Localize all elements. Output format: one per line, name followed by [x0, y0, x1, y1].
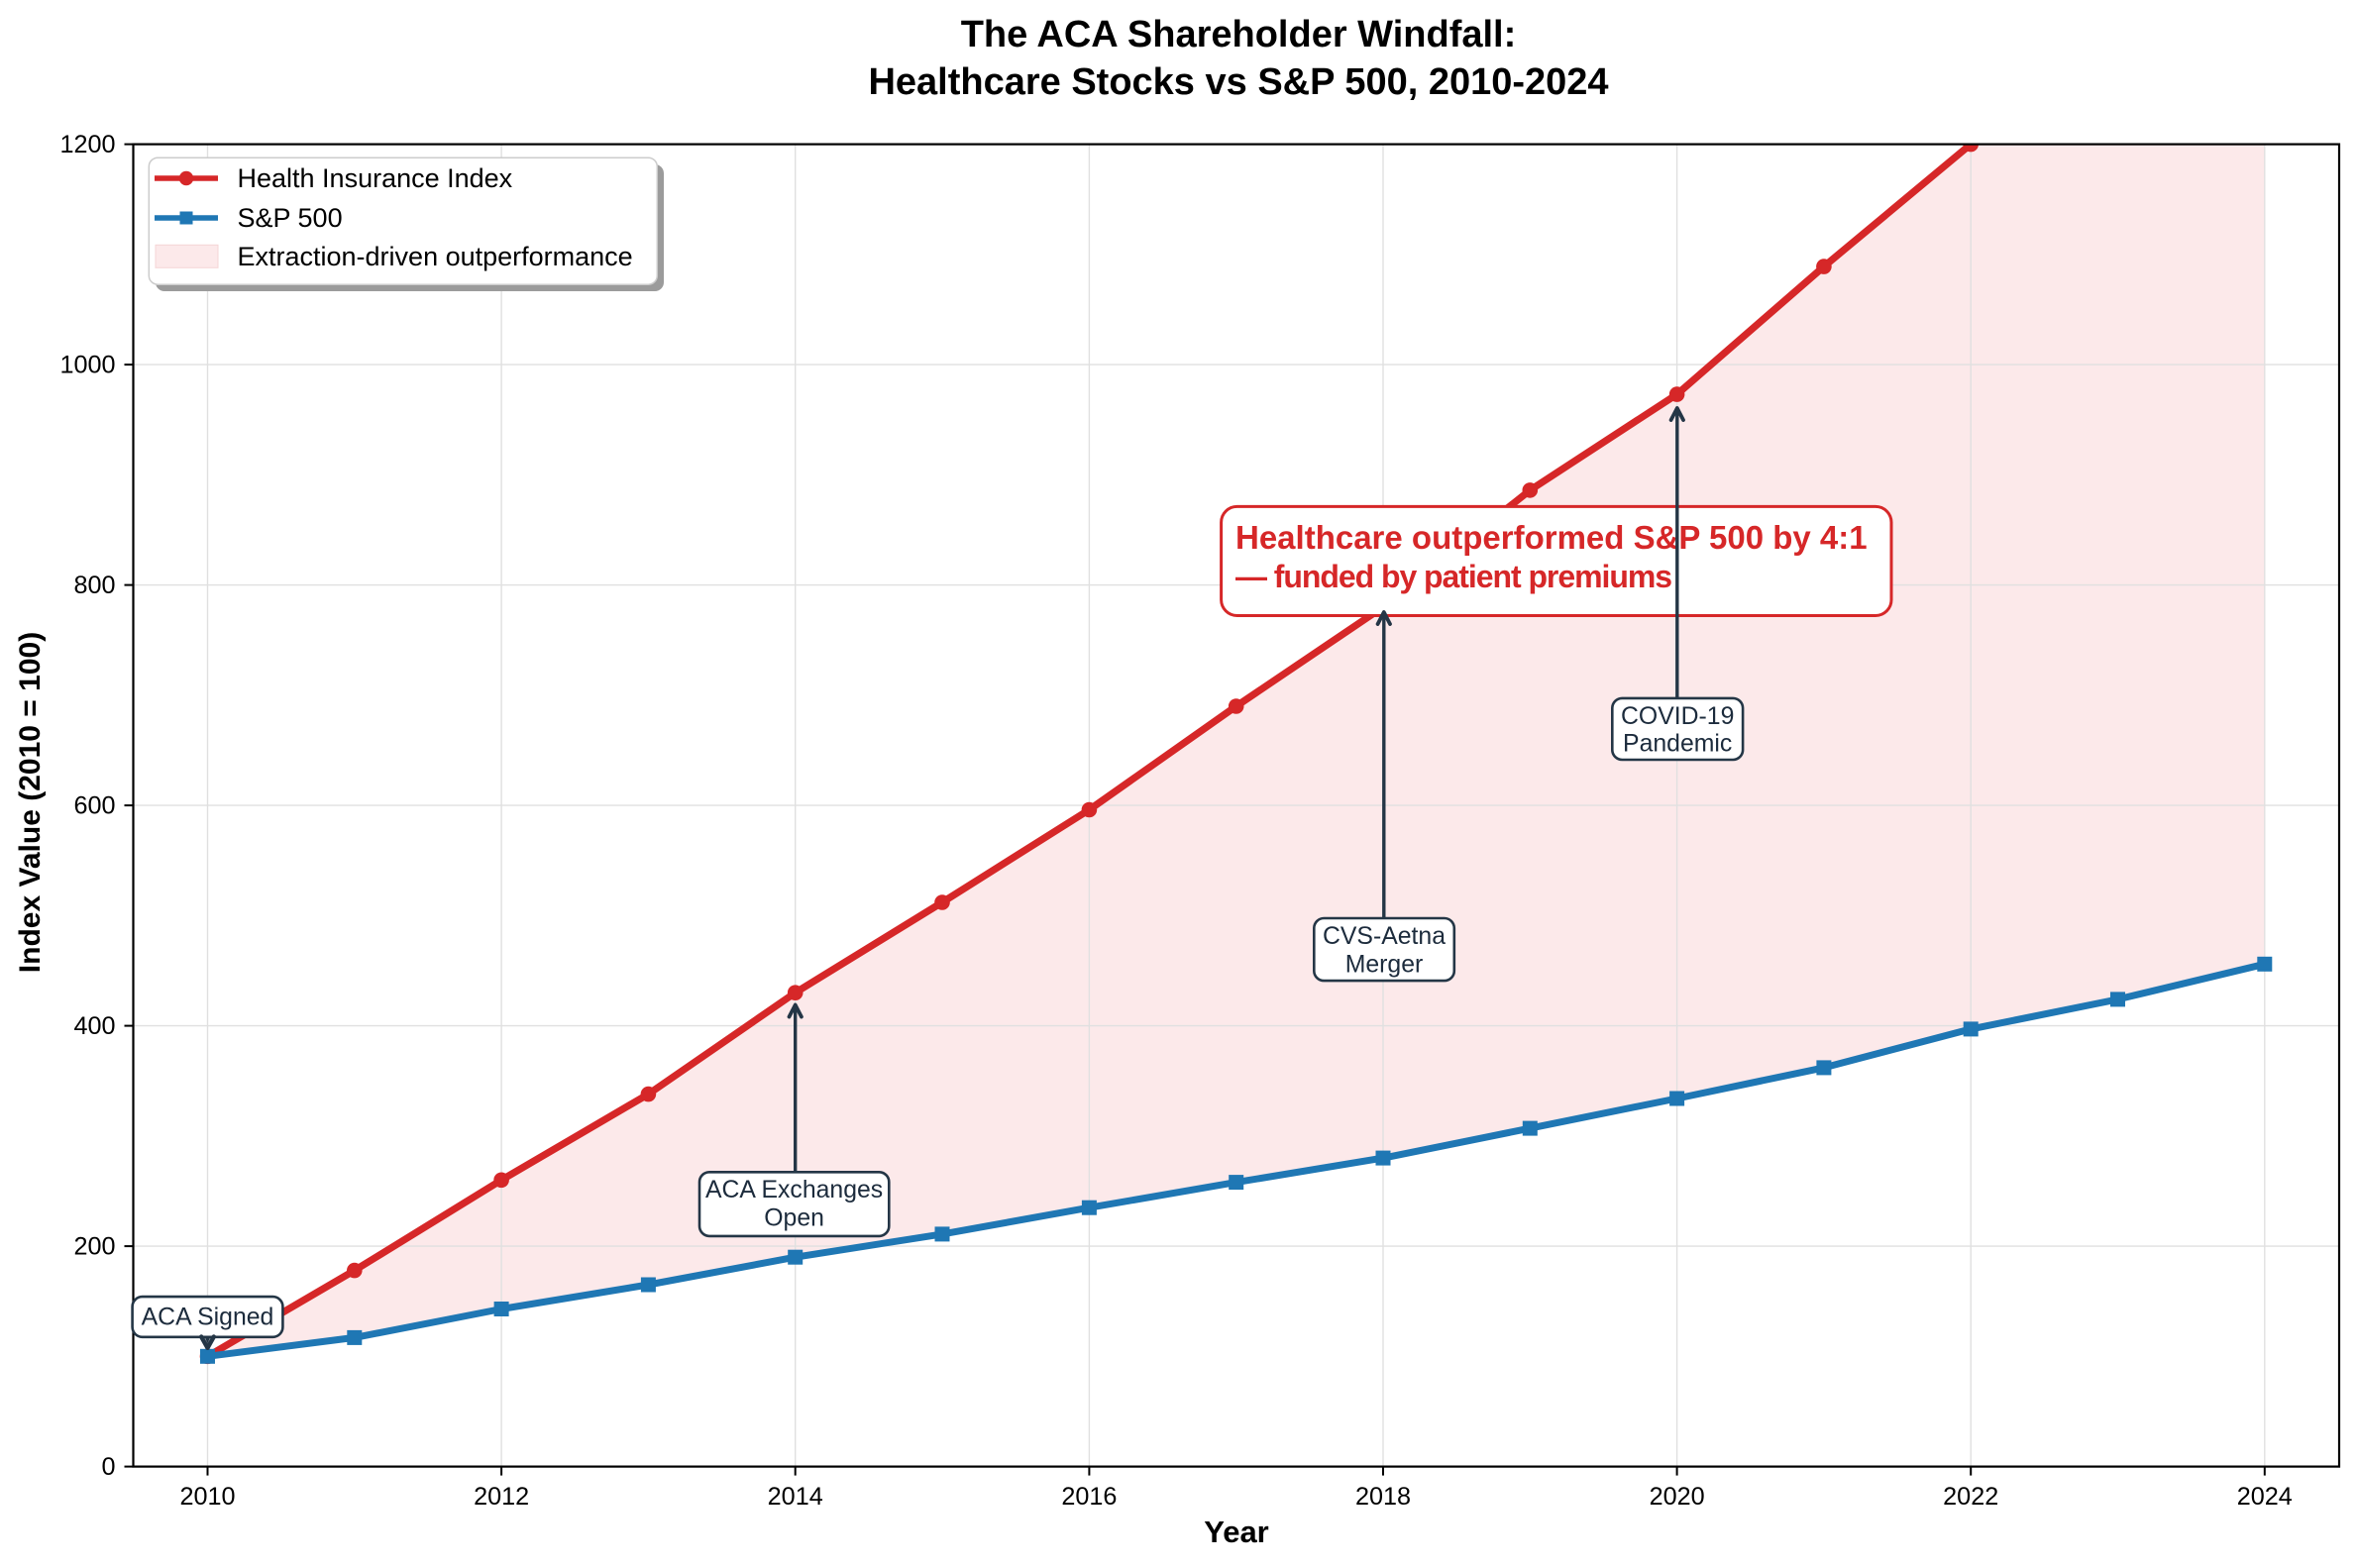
svg-text:Healthcare Stocks vs S&P 500,: Healthcare Stocks vs S&P 500, 2010-2024 [868, 61, 1608, 103]
svg-text:Open: Open [764, 1205, 824, 1232]
svg-text:400: 400 [73, 1012, 115, 1040]
svg-text:2016: 2016 [1061, 1483, 1117, 1511]
svg-text:600: 600 [73, 792, 115, 820]
svg-text:ACA Signed: ACA Signed [142, 1305, 274, 1331]
svg-text:Pandemic: Pandemic [1623, 730, 1732, 757]
svg-text:S&P 500: S&P 500 [238, 203, 343, 233]
svg-text:ACA Exchanges: ACA Exchanges [705, 1177, 883, 1203]
svg-text:CVS-Aetna: CVS-Aetna [1323, 923, 1446, 950]
svg-text:Extraction-driven outperforman: Extraction-driven outperformance [238, 242, 633, 271]
svg-text:Health Insurance Index: Health Insurance Index [238, 163, 513, 193]
svg-text:Merger: Merger [1345, 951, 1424, 978]
svg-text:2024: 2024 [2237, 1483, 2293, 1511]
svg-text:0: 0 [101, 1453, 115, 1481]
svg-text:COVID-19: COVID-19 [1621, 703, 1734, 730]
svg-text:Year: Year [1204, 1515, 1269, 1549]
svg-text:200: 200 [73, 1233, 115, 1261]
svg-text:2022: 2022 [1943, 1483, 1998, 1511]
svg-text:2014: 2014 [768, 1483, 823, 1511]
svg-text:Healthcare outperformed S&P 50: Healthcare outperformed S&P 500 by 4:1 [1235, 519, 1868, 556]
svg-text:— funded by patient premiums: — funded by patient premiums [1235, 559, 1671, 594]
svg-text:2012: 2012 [474, 1483, 529, 1511]
svg-text:1000: 1000 [59, 352, 115, 379]
svg-text:1200: 1200 [59, 131, 115, 158]
svg-text:2020: 2020 [1650, 1483, 1705, 1511]
svg-text:Index Value (2010 = 100): Index Value (2010 = 100) [14, 632, 47, 973]
svg-text:800: 800 [73, 572, 115, 599]
svg-text:The ACA Shareholder Windfall:: The ACA Shareholder Windfall: [961, 14, 1517, 55]
svg-text:2010: 2010 [179, 1483, 235, 1511]
svg-text:2018: 2018 [1355, 1483, 1411, 1511]
